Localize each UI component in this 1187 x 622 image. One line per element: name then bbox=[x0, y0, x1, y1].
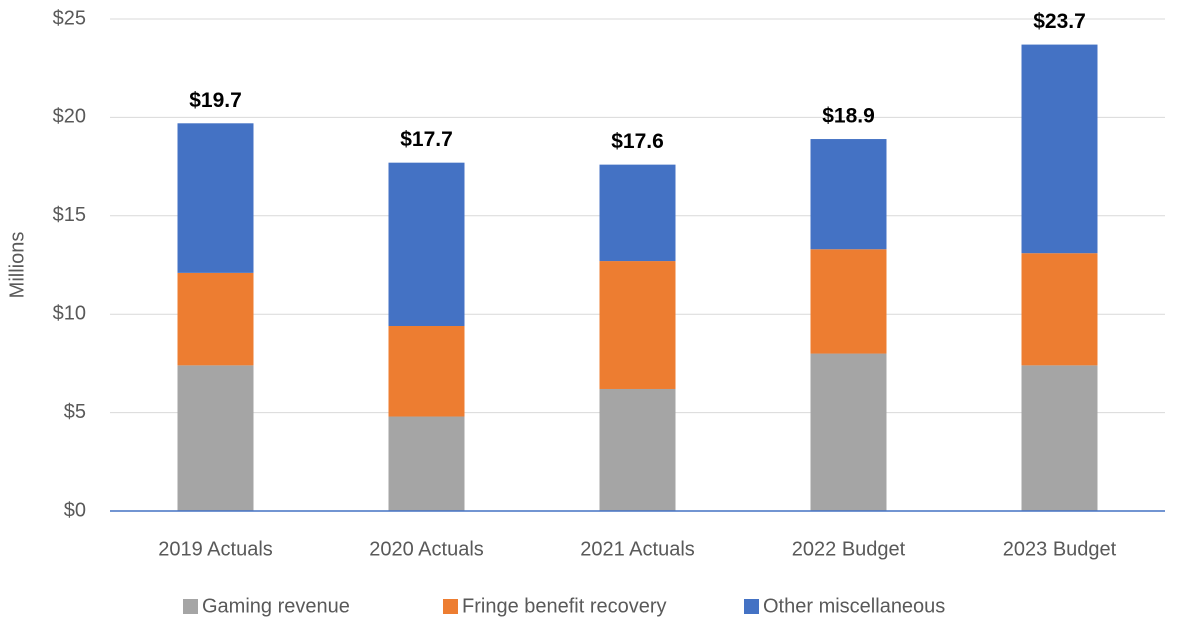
bar-segment bbox=[177, 365, 254, 511]
bar-segment bbox=[388, 162, 465, 327]
x-tick-label: 2020 Actuals bbox=[369, 538, 484, 560]
y-tick-label: $15 bbox=[53, 204, 86, 226]
x-tick-label: 2022 Budget bbox=[792, 538, 906, 560]
bar-segment bbox=[177, 272, 254, 366]
legend-label: Gaming revenue bbox=[202, 595, 350, 617]
y-axis-label: Millions bbox=[6, 232, 28, 299]
x-tick-label: 2019 Actuals bbox=[158, 538, 273, 560]
y-tick-label: $25 bbox=[53, 7, 86, 29]
bar-segment bbox=[810, 249, 887, 354]
total-label: $17.6 bbox=[611, 130, 664, 153]
x-tick-label: 2021 Actuals bbox=[580, 538, 695, 560]
total-label: $18.9 bbox=[822, 105, 875, 128]
total-label: $19.7 bbox=[189, 89, 242, 112]
bar-segment bbox=[599, 261, 676, 389]
y-tick-label: $20 bbox=[53, 106, 86, 128]
legend-swatch bbox=[744, 599, 759, 614]
y-tick-label: $5 bbox=[64, 401, 86, 423]
bar-segment bbox=[810, 139, 887, 250]
bar-segment bbox=[599, 164, 676, 262]
bar-segment bbox=[1021, 365, 1098, 511]
total-label: $23.7 bbox=[1033, 10, 1086, 33]
bar-segment bbox=[388, 416, 465, 511]
bar-segment bbox=[810, 353, 887, 511]
bar-segment bbox=[1021, 253, 1098, 366]
bar-segment bbox=[177, 123, 254, 273]
legend-swatch bbox=[183, 599, 198, 614]
y-tick-label: $0 bbox=[64, 499, 86, 521]
bar-segment bbox=[1021, 44, 1098, 254]
x-tick-label: 2023 Budget bbox=[1003, 538, 1117, 560]
y-tick-label: $10 bbox=[53, 302, 86, 324]
bar-segment bbox=[599, 388, 676, 511]
legend-swatch bbox=[443, 599, 458, 614]
legend-label: Other miscellaneous bbox=[763, 595, 945, 617]
bar-segment bbox=[388, 326, 465, 417]
total-label: $17.7 bbox=[400, 128, 453, 151]
legend-label: Fringe benefit recovery bbox=[462, 595, 667, 617]
